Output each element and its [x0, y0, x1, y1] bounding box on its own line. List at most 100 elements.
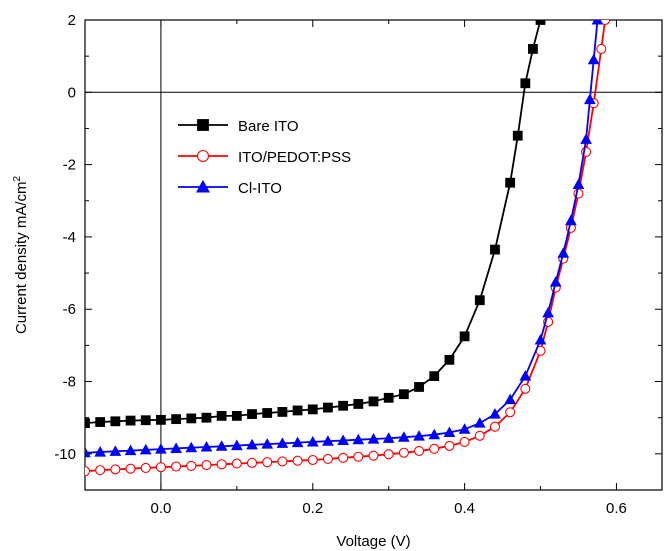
- data-point: [489, 421, 501, 432]
- data-point: [557, 247, 570, 258]
- plot-frame: [84, 19, 663, 491]
- data-point: [155, 462, 166, 473]
- data-point: [489, 408, 501, 419]
- series-layer: [85, 20, 611, 477]
- data-point: [429, 371, 440, 382]
- data-point: [139, 443, 152, 455]
- series-2: [85, 20, 604, 458]
- data-point: [398, 431, 410, 442]
- data-point: [110, 464, 121, 475]
- data-point: [323, 402, 333, 413]
- data-point: [110, 416, 121, 427]
- data-point: [216, 410, 227, 421]
- data-point: [171, 414, 182, 425]
- data-point: [85, 418, 90, 429]
- data-point: [125, 463, 136, 474]
- data-point: [473, 417, 486, 428]
- data-point: [338, 400, 349, 411]
- data-point: [505, 177, 516, 188]
- data-point: [580, 133, 592, 144]
- data-point: [534, 333, 547, 345]
- data-point: [596, 43, 607, 54]
- data-point: [591, 20, 604, 25]
- data-point: [474, 430, 485, 441]
- y-tick-label: -2: [63, 157, 76, 174]
- data-point: [519, 370, 532, 381]
- y-tick-label: -6: [63, 301, 76, 318]
- data-point: [520, 78, 531, 89]
- data-point: [170, 442, 182, 453]
- data-point: [306, 435, 319, 447]
- data-point: [185, 441, 198, 453]
- tick-labels: 0.0 0.2 0.4 0.6 2 0 -2 -4 -6 -8 -10: [54, 12, 627, 517]
- data-point: [230, 439, 243, 451]
- data-point: [291, 436, 304, 448]
- data-point: [201, 460, 212, 471]
- data-point: [520, 383, 531, 394]
- data-point: [572, 178, 585, 190]
- x-tick-label: 0.4: [454, 500, 475, 517]
- legend-marker: [195, 179, 211, 193]
- legend-marker: [197, 119, 209, 131]
- data-point: [528, 44, 538, 54]
- y-tick-label: -8: [63, 374, 76, 391]
- data-point: [140, 462, 151, 473]
- data-point: [277, 456, 288, 467]
- data-point: [414, 382, 424, 392]
- data-point: [512, 130, 523, 141]
- legend: Bare ITO ITO/PEDOT:PSS Cl-ITO: [178, 118, 351, 197]
- data-point: [94, 446, 107, 457]
- data-point: [587, 53, 600, 65]
- data-point: [95, 465, 106, 476]
- data-point: [353, 451, 364, 462]
- data-point: [549, 276, 562, 287]
- tick-marks: [84, 19, 662, 491]
- legend-label: ITO/PEDOT:PSS: [238, 149, 351, 166]
- data-point: [85, 466, 91, 477]
- data-point: [429, 443, 440, 454]
- data-point: [565, 214, 577, 226]
- data-point: [535, 20, 546, 25]
- data-point: [584, 93, 596, 105]
- data-point: [85, 446, 91, 458]
- data-point: [276, 437, 289, 448]
- data-point: [307, 454, 318, 466]
- data-point: [216, 459, 227, 470]
- data-point: [261, 438, 274, 449]
- data-point: [443, 426, 456, 438]
- data-point: [95, 417, 106, 427]
- data-point: [109, 445, 122, 456]
- y-axis-title-sup: 2: [12, 176, 23, 182]
- data-point: [155, 443, 167, 454]
- data-point: [458, 423, 471, 434]
- data-point: [444, 354, 455, 365]
- data-point: [383, 449, 394, 460]
- data-point: [322, 435, 334, 446]
- data-point: [307, 404, 318, 415]
- data-point: [186, 460, 197, 471]
- data-point: [247, 409, 257, 419]
- legend-label: Bare ITO: [238, 118, 299, 135]
- y-axis-title-main: Current density mA/cm: [13, 182, 30, 335]
- data-point: [262, 457, 273, 468]
- data-point: [368, 396, 379, 407]
- data-point: [262, 408, 273, 418]
- series-0: [85, 20, 546, 429]
- y-tick-label: -4: [63, 229, 76, 246]
- data-point: [338, 452, 349, 463]
- data-point: [352, 433, 365, 445]
- x-tick-label: 0.0: [150, 500, 171, 517]
- data-point: [600, 20, 611, 26]
- data-point: [505, 407, 516, 418]
- data-point: [322, 453, 333, 464]
- data-point: [459, 331, 470, 342]
- data-point: [367, 433, 380, 444]
- data-point: [337, 434, 349, 446]
- data-point: [474, 295, 485, 306]
- x-tick-label: 0.2: [302, 500, 323, 517]
- data-point: [156, 414, 166, 425]
- data-point: [231, 458, 242, 469]
- data-point: [504, 393, 517, 405]
- legend-label: Cl-ITO: [238, 180, 282, 197]
